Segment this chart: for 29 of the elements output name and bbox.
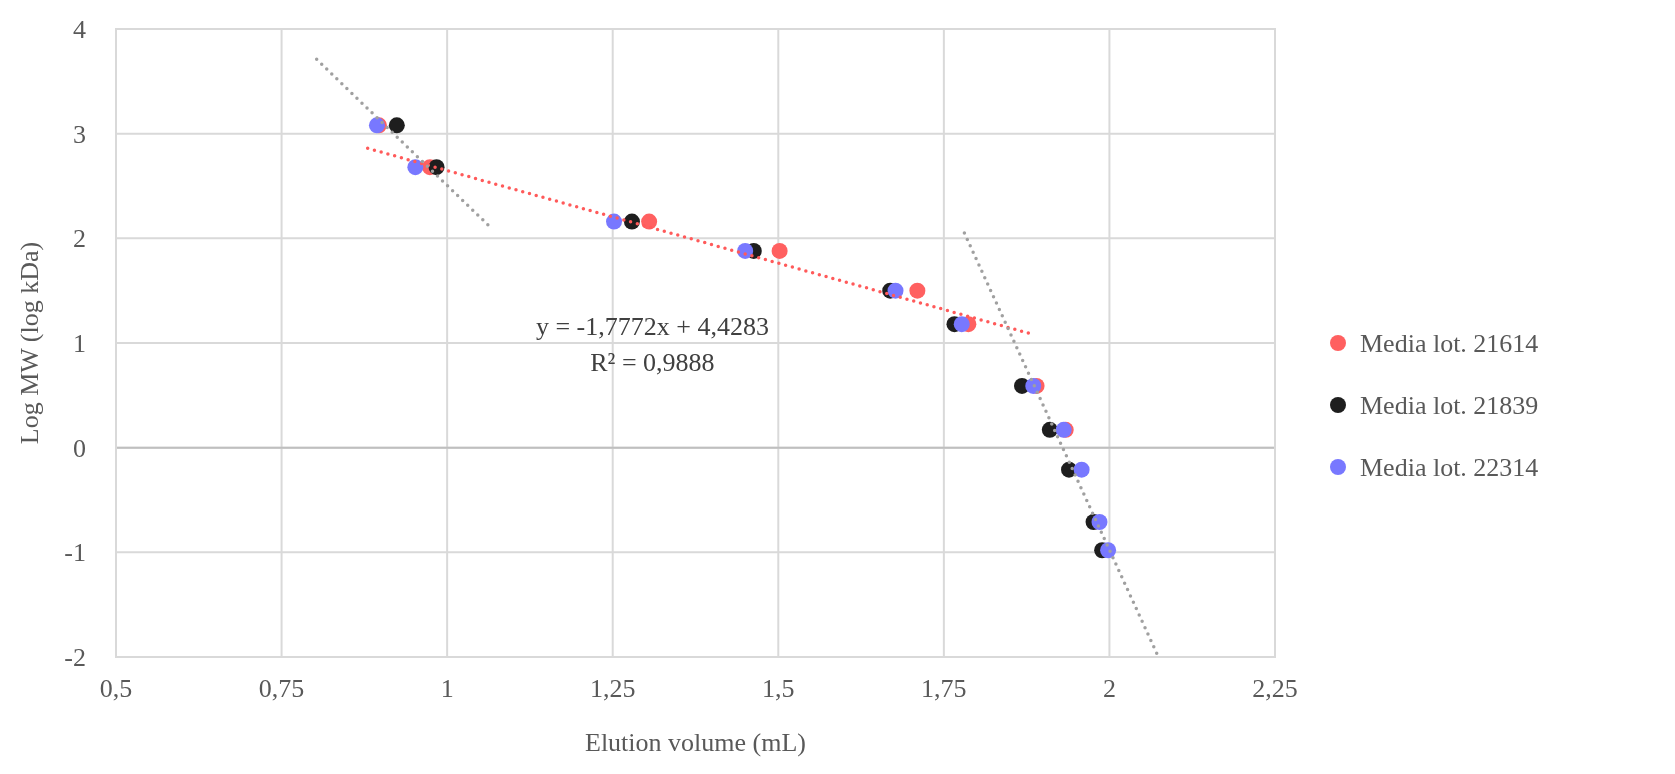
- x-axis-title: Elution volume (mL): [585, 728, 806, 757]
- point: [388, 117, 405, 134]
- y-tick-label: 1: [73, 329, 86, 358]
- y-tick-label: -1: [64, 538, 86, 568]
- point: [887, 282, 904, 299]
- y-tick-label: 3: [73, 119, 86, 149]
- y-tick-label: 2: [73, 224, 86, 254]
- annotation: R² = 0,9888: [590, 347, 715, 377]
- y-tick-label: 4: [73, 15, 86, 44]
- x-tick-label: 0,5: [99, 674, 133, 703]
- legend-label: Media lot. 21614: [1360, 329, 1539, 358]
- x-tick-label: 0,75: [258, 674, 305, 703]
- point: [953, 316, 970, 333]
- legend-label: Media lot. 21839: [1360, 391, 1539, 420]
- point: [407, 159, 424, 176]
- x-tick-label: 1,25: [589, 674, 636, 703]
- point: [1073, 461, 1090, 478]
- y-tick-label: -2: [64, 643, 86, 672]
- x-tick-label: 2,25: [1252, 674, 1298, 703]
- y-tick-label: 0: [73, 433, 86, 463]
- x-tick-label: 1: [440, 674, 454, 703]
- x-tick-label: 1,5: [762, 674, 795, 703]
- point: [771, 242, 788, 259]
- legend-label: Media lot. 22314: [1360, 453, 1539, 482]
- annotation: y = -1,7772x + 4,4283: [535, 311, 769, 341]
- x-tick-label: 2: [1102, 674, 1116, 703]
- y-axis-title: Log MW (log kDa): [15, 241, 44, 445]
- x-tick-label: 1,75: [921, 674, 967, 703]
- point: [909, 282, 926, 299]
